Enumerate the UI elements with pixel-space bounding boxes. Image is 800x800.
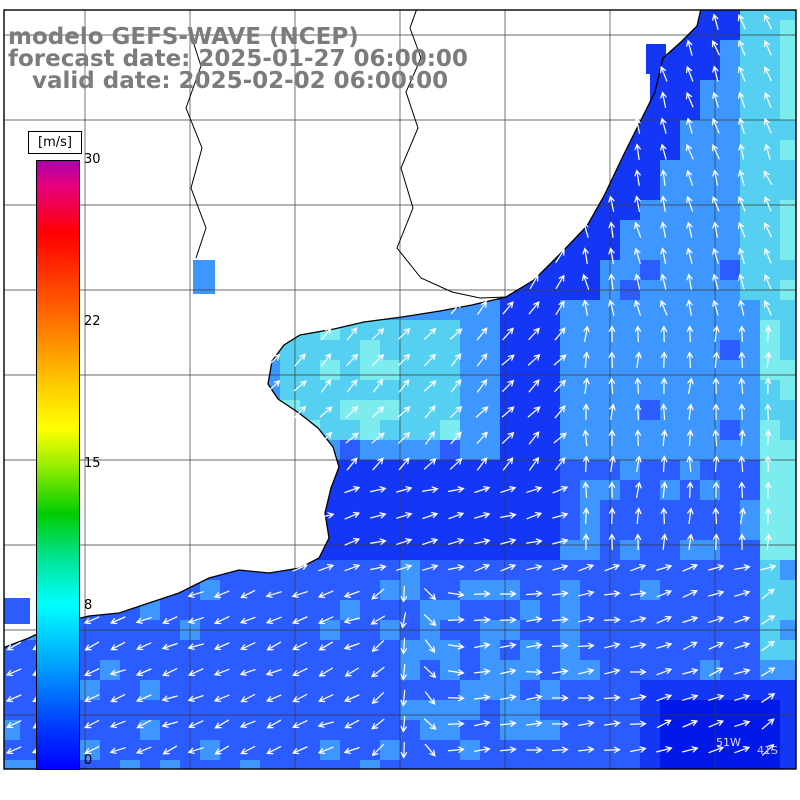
title-block: modelo GEFS-WAVE (NCEP) forecast date: 2… [8, 24, 468, 94]
colorbar-tick-22: 22 [84, 314, 101, 330]
colorbar-tick-0: 0 [84, 753, 93, 768]
longitude-grid-label: 51W [716, 736, 741, 749]
model-title: modelo GEFS-WAVE (NCEP) [8, 24, 359, 50]
river-line [185, 31, 207, 259]
river-line [396, 10, 507, 299]
colorbar-tick-30: 30 [84, 152, 101, 167]
colorbar-tick-15: 15 [84, 456, 101, 471]
colorbar-tick-8: 8 [84, 597, 93, 613]
colorbar-gradient [36, 160, 80, 770]
colorbar-unit-label: [m/s] [28, 131, 82, 154]
map-frame [3, 9, 797, 770]
forecast-date-line: forecast date: 2025-01-27 06:00:00 [8, 46, 468, 72]
valid-date-line: valid date: 2025-02-02 06:00:00 [8, 68, 449, 94]
latitude-grid-label: 41S [757, 744, 778, 757]
coastline [4, 10, 702, 649]
